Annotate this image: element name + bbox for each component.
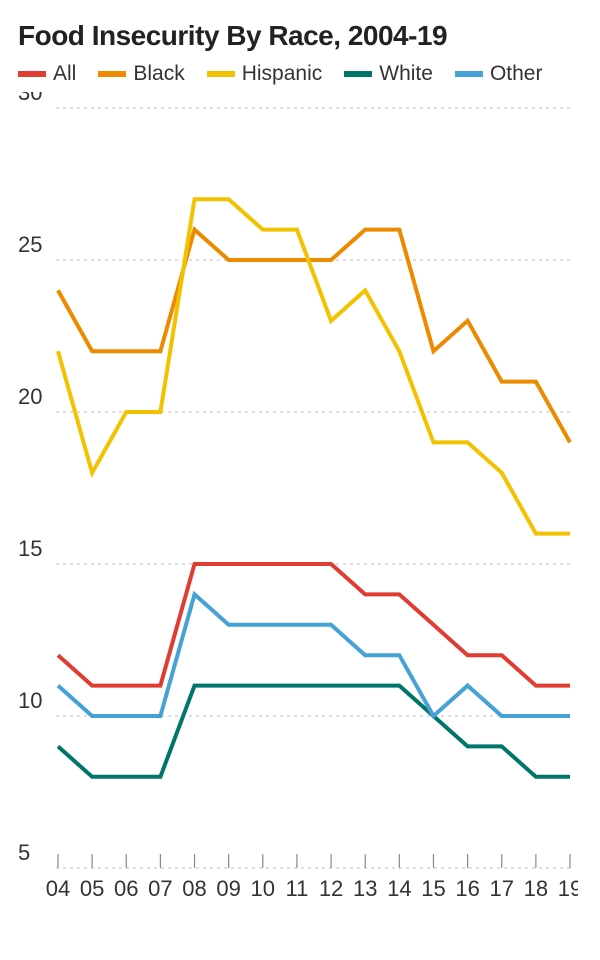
x-tick: 05	[80, 854, 104, 901]
legend-label: All	[53, 62, 76, 86]
svg-text:13: 13	[353, 876, 377, 901]
svg-text:10: 10	[251, 876, 275, 901]
x-tick: 06	[114, 854, 138, 901]
svg-text:19: 19	[558, 876, 578, 901]
svg-text:5: 5	[18, 840, 30, 865]
x-tick: 13	[353, 854, 377, 901]
legend-item-black: Black	[98, 62, 184, 86]
svg-text:05: 05	[80, 876, 104, 901]
svg-text:14: 14	[387, 876, 411, 901]
y-tick: 20	[18, 384, 570, 412]
svg-text:12: 12	[319, 876, 343, 901]
chart-title: Food Insecurity By Race, 2004-19	[18, 20, 582, 52]
y-tick: 25	[18, 232, 570, 260]
legend-swatch	[18, 71, 46, 77]
x-tick: 12	[319, 854, 343, 901]
svg-text:18: 18	[524, 876, 548, 901]
x-tick: 10	[251, 854, 275, 901]
legend-swatch	[207, 71, 235, 77]
line-chart: 5 10 15 20 25 30 04 05 06 07 08 09 10 11 12 13 14 15 16 17 1…	[18, 92, 578, 912]
x-tick: 17	[489, 854, 513, 901]
legend-item-hispanic: Hispanic	[207, 62, 323, 86]
x-tick: 14	[387, 854, 411, 901]
legend-item-white: White	[344, 62, 433, 86]
svg-text:30: 30	[18, 92, 42, 105]
x-tick: 11	[286, 854, 309, 901]
legend-label: White	[379, 62, 433, 86]
legend-swatch	[98, 71, 126, 77]
legend-label: Other	[490, 62, 543, 86]
chart-svg: 5 10 15 20 25 30 04 05 06 07 08 09 10 11 12 13 14 15 16 17 1…	[18, 92, 578, 912]
svg-text:09: 09	[216, 876, 240, 901]
x-tick: 18	[524, 854, 548, 901]
svg-text:16: 16	[455, 876, 479, 901]
legend-item-all: All	[18, 62, 76, 86]
svg-text:07: 07	[148, 876, 172, 901]
x-tick: 04	[46, 854, 70, 901]
svg-text:11: 11	[286, 876, 309, 901]
x-tick: 07	[148, 854, 172, 901]
x-tick: 09	[216, 854, 240, 901]
svg-text:25: 25	[18, 232, 42, 257]
svg-text:17: 17	[489, 876, 513, 901]
svg-text:15: 15	[18, 536, 42, 561]
series-white	[58, 686, 570, 777]
y-tick: 30	[18, 92, 570, 108]
svg-text:06: 06	[114, 876, 138, 901]
svg-text:15: 15	[421, 876, 445, 901]
svg-text:08: 08	[182, 876, 206, 901]
x-tick: 16	[455, 854, 479, 901]
legend-item-other: Other	[455, 62, 543, 86]
y-tick: 15	[18, 536, 570, 564]
svg-text:10: 10	[18, 688, 42, 713]
svg-text:20: 20	[18, 384, 42, 409]
x-tick: 08	[182, 854, 206, 901]
x-tick: 15	[421, 854, 445, 901]
legend-swatch	[455, 71, 483, 77]
legend-swatch	[344, 71, 372, 77]
legend-label: Hispanic	[242, 62, 323, 86]
legend-label: Black	[133, 62, 184, 86]
x-tick: 19	[558, 854, 578, 901]
legend: All Black Hispanic White Other	[18, 62, 582, 86]
svg-text:04: 04	[46, 876, 70, 901]
y-tick: 5	[18, 840, 570, 868]
